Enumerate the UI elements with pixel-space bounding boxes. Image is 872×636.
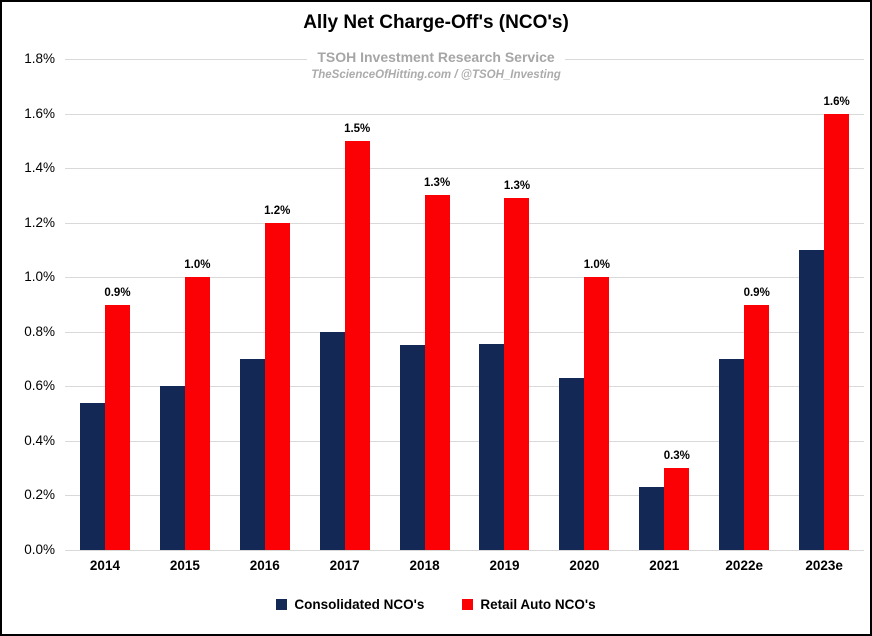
bar-groups: 0.9% 1.0% 1.2% 1.5% 1.3% 1.3% 1.0% 0.3% 0.9% 1.6%	[65, 59, 864, 550]
legend-item: Consolidated NCO's	[276, 597, 424, 612]
consolidated-bar-2020	[559, 378, 585, 550]
x-axis-label-2021: 2021	[649, 558, 680, 573]
legend-label: Retail Auto NCO's	[480, 597, 596, 612]
consolidated-bar-2014	[79, 402, 105, 550]
retail-auto-bar-2021: 0.3%	[664, 450, 690, 550]
y-axis-tick-label: 0.6%	[24, 378, 55, 394]
bar-data-label: 1.2%	[264, 204, 291, 217]
retail-auto-bar-2017: 1.5%	[344, 123, 370, 550]
y-axis-tick-label: 0.8%	[24, 323, 55, 339]
x-axis-label-2017: 2017	[329, 558, 360, 573]
gridline	[65, 331, 864, 333]
legend-label: Consolidated NCO's	[294, 597, 425, 612]
bar-data-label: 1.3%	[423, 177, 451, 190]
x-axis-label-2016: 2016	[249, 558, 280, 573]
chart-title: Ally Net Charge-Off's (NCO's)	[303, 12, 569, 33]
y-axis-tick-label: 1.8%	[24, 51, 55, 66]
y-axis-tick-label: 1.6%	[24, 105, 55, 121]
retail-auto-bar-2016: 1.2%	[264, 205, 290, 550]
x-axis-label-2014: 2014	[89, 558, 120, 573]
bar-group-2015: 1.0%	[145, 59, 225, 550]
y-axis-tick-label: 1.0%	[24, 269, 55, 285]
bar-data-label: 1.0%	[583, 259, 610, 272]
bar-group-2018: 1.3%	[385, 59, 465, 550]
retail-auto-bar-2022e: 0.9%	[744, 287, 770, 550]
bar-data-label: 0.3%	[663, 450, 690, 463]
x-axis-label-2020: 2020	[569, 558, 600, 573]
legend-swatch-icon	[276, 599, 288, 610]
consolidated-bar-2018	[399, 345, 425, 550]
y-axis-tick-label: 0.2%	[24, 487, 55, 503]
consolidated-bar-2015	[159, 386, 185, 550]
gridline	[65, 222, 864, 224]
x-axis-line	[65, 550, 864, 551]
x-axis-category-labels: 2014 2015 2016 2017 2018 2019 2020 2021 2022e 202…	[65, 558, 864, 573]
legend-item: Retail Auto NCO's	[462, 597, 596, 612]
gridline	[65, 440, 864, 442]
consolidated-bar-2016	[239, 359, 265, 550]
legend-swatch-icon	[462, 599, 474, 610]
plot-area: 0.0% 0.2% 0.4% 0.6% 0.8% 1.0% 1.2% 1.4% 1.6% 1.8%…	[24, 51, 864, 557]
consolidated-bar-2022e	[719, 359, 745, 550]
bar-data-label: 1.6%	[823, 95, 850, 108]
consolidated-bar-2023e	[799, 249, 825, 550]
bar-group-2022e: 0.9%	[704, 59, 784, 550]
y-axis-tick-label: 0.4%	[24, 432, 55, 448]
gridline	[65, 386, 864, 388]
bar-data-label: 0.9%	[743, 286, 770, 299]
bar-group-2016: 1.2%	[225, 59, 305, 550]
bar-data-label: 0.9%	[104, 286, 131, 299]
gridline	[65, 113, 864, 115]
bar-data-label: 1.3%	[503, 180, 531, 193]
consolidated-bar-2019	[479, 344, 505, 550]
bar-group-2023e: 1.6%	[784, 59, 864, 550]
bar-group-2014: 0.9%	[65, 59, 145, 550]
retail-auto-bar-2019: 1.3%	[504, 180, 530, 550]
y-axis-tick-label: 0.0%	[24, 542, 55, 557]
gridline	[65, 277, 864, 279]
x-axis-label-2018: 2018	[409, 558, 440, 573]
retail-auto-bar-2023e: 1.6%	[824, 96, 850, 550]
retail-auto-bar-2015: 1.0%	[184, 259, 210, 550]
y-axis-tick-label: 1.2%	[24, 214, 55, 230]
x-axis-label-2022e: 2022e	[725, 558, 763, 573]
gridline	[65, 168, 864, 170]
bar-data-label: 1.0%	[184, 259, 211, 272]
retail-auto-bar-2018: 1.3%	[424, 177, 450, 550]
legend: Consolidated NCO's Retail Auto NCO's	[2, 597, 870, 612]
bar-group-2017: 1.5%	[305, 59, 385, 550]
bar-data-label: 1.5%	[344, 122, 371, 135]
retail-auto-bar-2014: 0.9%	[104, 287, 131, 550]
consolidated-bar-2017	[319, 331, 345, 550]
bar-group-2020: 1.0%	[544, 59, 624, 550]
bar-group-2019: 1.3%	[465, 59, 545, 550]
x-axis-label-2015: 2015	[169, 558, 200, 573]
retail-auto-bar-2020: 1.0%	[584, 259, 610, 550]
x-axis-label-2019: 2019	[489, 558, 520, 573]
consolidated-bar-2021	[639, 487, 665, 550]
bar-group-2021: 0.3%	[624, 59, 704, 550]
gridline	[65, 495, 864, 497]
y-axis-tick-label: 1.4%	[24, 160, 55, 176]
x-axis-label-2023e: 2023e	[805, 558, 843, 573]
